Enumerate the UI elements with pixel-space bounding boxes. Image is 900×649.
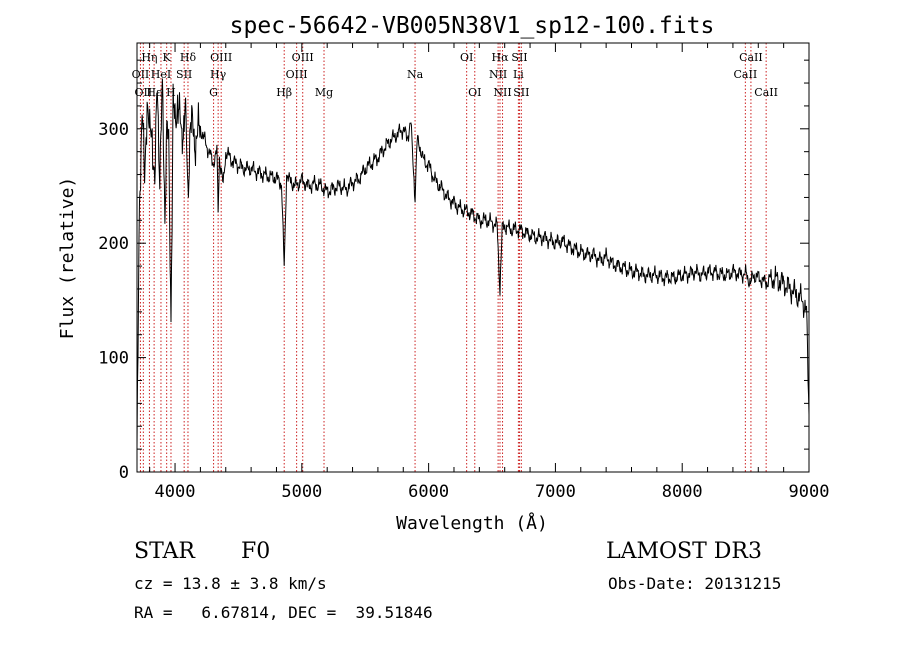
y-tick-label: 200 [98, 234, 129, 254]
line-marker-label-20: Hα [491, 51, 509, 64]
spectrum-line [137, 79, 809, 447]
line-marker-label-11: OIII [210, 51, 232, 64]
line-marker-label-9: G [209, 86, 218, 99]
x-tick-label: 5000 [281, 482, 322, 502]
line-marker-label-7: SII [176, 68, 192, 81]
line-marker-label-4: HeI [151, 68, 171, 81]
x-tick-label: 9000 [789, 482, 830, 502]
object-class: STAR [134, 539, 195, 564]
line-marker-label-21: NII [493, 86, 511, 99]
line-marker-layer [140, 43, 766, 472]
line-marker-label-23: SII [511, 51, 527, 64]
line-marker-label-2: Hη [141, 51, 157, 64]
coordinates: RA = 6.67814, DEC = 39.51846 [134, 603, 433, 622]
x-tick-label: 8000 [662, 482, 703, 502]
x-tick-label: 6000 [408, 482, 449, 502]
line-marker-label-5: K [163, 51, 172, 64]
line-marker-label-24: SII [513, 86, 529, 99]
y-tick-label: 0 [119, 463, 129, 483]
line-marker-label-8: Hδ [180, 51, 197, 64]
line-marker-label-13: OIII [286, 68, 308, 81]
line-marker-label-27: CaII [754, 86, 778, 99]
line-marker-label-3: Hε [146, 86, 162, 99]
line-marker-label-16: Na [407, 68, 424, 81]
line-marker-label-22: Li [513, 68, 524, 81]
redshift-text: cz = 13.8 ± 3.8 km/s [134, 574, 327, 593]
line-marker-label-17: OI [460, 51, 473, 64]
line-marker-label-14: OIII [292, 51, 314, 64]
x-tick-label: 7000 [535, 482, 576, 502]
line-marker-label-15: Mg [315, 86, 333, 99]
x-tick-labels: 4000 5000 6000 7000 8000 9000 [155, 482, 830, 502]
line-marker-labels: OIIOIIHηHεHeIKHSIIHδGHγOIIIHβOIIIOIIIMgN… [132, 51, 778, 99]
line-marker-label-18: OI [468, 86, 481, 99]
y-axis-label: Flux (relative) [57, 177, 78, 340]
line-marker-label-6: H [166, 86, 176, 99]
chart-title: spec-56642-VB005N38V1_sp12-100.fits [230, 13, 715, 39]
plot-frame [137, 43, 809, 472]
line-marker-label-26: CaII [739, 51, 763, 64]
y-tick-labels: 0 100 200 300 [98, 120, 129, 483]
object-subclass: F0 [241, 539, 270, 564]
line-marker-label-25: CaII [734, 68, 758, 81]
line-marker-label-19: NII [489, 68, 507, 81]
line-marker-label-0: OII [132, 68, 150, 81]
line-marker-label-12: Hβ [276, 86, 292, 99]
obs-date: Obs-Date: 20131215 [608, 574, 781, 593]
x-tick-label: 4000 [155, 482, 196, 502]
survey-name: LAMOST DR3 [606, 539, 762, 564]
x-axis-label: Wavelength (Å) [396, 512, 548, 534]
y-tick-label: 100 [98, 349, 129, 369]
line-marker-label-10: Hγ [210, 68, 227, 81]
axis-ticks [137, 43, 809, 472]
y-tick-label: 300 [98, 120, 129, 140]
